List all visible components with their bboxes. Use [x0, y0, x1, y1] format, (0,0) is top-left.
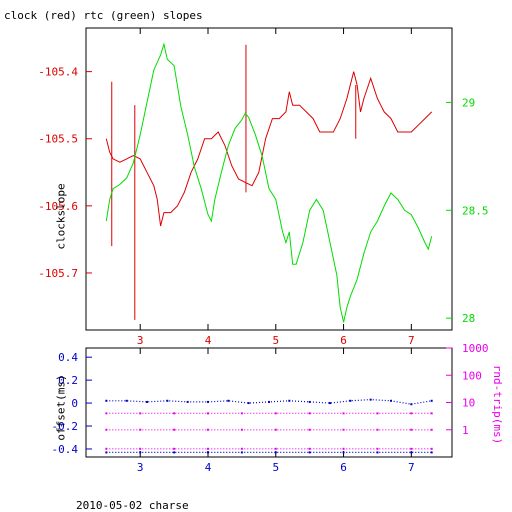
data-point-rnd-trip-mid	[139, 428, 142, 431]
data-point-offset	[166, 399, 169, 402]
data-point-offset-lower	[139, 451, 142, 454]
data-point-rnd-trip	[410, 412, 413, 415]
data-point-rnd-trip-mid	[410, 428, 413, 431]
data-point-rnd-trip-low	[376, 447, 379, 450]
data-point-offset	[186, 400, 189, 403]
bottom-y2-tick-label: 1	[462, 424, 469, 437]
series-line-rtc	[105, 42, 433, 323]
data-point-offset-lower	[430, 451, 433, 454]
series-line-clock	[105, 71, 433, 227]
data-point-rnd-trip-low	[207, 447, 209, 450]
top-x-tick-label: 7	[408, 334, 415, 347]
data-point-rnd-trip-low	[240, 447, 243, 450]
data-point-rnd-trip	[342, 412, 345, 415]
top-x-tick-label: 3	[137, 334, 144, 347]
data-point-rnd-trip	[430, 412, 433, 415]
data-point-rnd-trip	[105, 412, 108, 415]
data-point-offset-lower	[342, 451, 345, 454]
data-point-offset	[227, 399, 230, 402]
data-point-rnd-trip	[240, 412, 243, 415]
data-point-rnd-trip-low	[430, 447, 433, 450]
data-point-offset	[146, 400, 148, 403]
data-point-rnd-trip	[207, 412, 209, 415]
offset-plot: 3 4 5 6 7 0.4 0.2 0 -0.2 -0.4 1000 100 10 1	[52, 342, 489, 474]
bottom-y2-tick-label: 100	[462, 369, 482, 382]
top-y-axis-label: clockslope	[54, 183, 68, 250]
top-x-tick-label: 4	[205, 334, 212, 347]
data-point-rnd-trip-low	[173, 447, 176, 450]
bottom-x-tick-label: 6	[340, 461, 347, 474]
data-point-rnd-trip-mid	[207, 428, 209, 431]
top-y-tick-label: -105.6	[38, 200, 78, 213]
data-point-offset-lower	[274, 451, 277, 454]
bottom-y-tick-label: 0.2	[58, 374, 78, 387]
data-point-offset-lower	[308, 451, 311, 454]
data-point-offset-lower	[105, 451, 108, 454]
data-point-offset	[247, 402, 250, 405]
data-point-rnd-trip-low	[105, 447, 108, 450]
bottom-y2-tick-label: 1000	[462, 342, 489, 355]
top-y-tick-label: -105.4	[38, 66, 78, 79]
data-point-rnd-trip-mid	[342, 428, 345, 431]
data-point-rnd-trip-mid	[105, 428, 108, 431]
footer-text: 2010-05-02 charse	[76, 499, 189, 512]
chart-title: clock (red) rtc (green) slopes	[4, 9, 203, 22]
data-point-rnd-trip	[376, 412, 379, 415]
top-x-tick-label: 5	[272, 334, 279, 347]
bottom-y2-tick-label: 10	[462, 397, 475, 410]
bottom-x-tick-label: 4	[205, 461, 212, 474]
top-x-tick-label: 6	[340, 334, 347, 347]
data-point-rnd-trip-mid	[173, 428, 176, 431]
data-point-rnd-trip-mid	[240, 428, 243, 431]
data-point-offset	[369, 398, 372, 401]
bottom-y-axis-label: offset(ms)	[54, 374, 68, 441]
data-point-offset	[207, 400, 209, 403]
data-point-offset	[410, 403, 413, 406]
top-y2-tick-label: 28	[462, 312, 475, 325]
data-point-rnd-trip	[274, 412, 277, 415]
data-point-rnd-trip-mid	[274, 428, 277, 431]
bottom-y-tick-label: -0.4	[52, 443, 79, 456]
data-point-offset	[288, 399, 291, 402]
data-point-rnd-trip-mid	[376, 428, 379, 431]
data-point-rnd-trip	[139, 412, 142, 415]
top-y-tick-label: -105.5	[38, 133, 78, 146]
top-y2-tick-label: 28.5	[462, 204, 489, 217]
data-point-rnd-trip-low	[410, 447, 413, 450]
data-point-offset-lower	[207, 451, 209, 454]
bottom-x-tick-label: 7	[408, 461, 415, 474]
data-point-rnd-trip	[308, 412, 311, 415]
slopes-plot: 3 4 5 6 7 -105.4 -105.5 -105.6 -105.7 29 28.5 28	[38, 27, 489, 347]
bottom-x-tick-label: 3	[137, 461, 144, 474]
data-point-offset	[125, 399, 128, 402]
data-point-rnd-trip-low	[308, 447, 311, 450]
data-point-offset	[349, 399, 352, 402]
data-point-rnd-trip-low	[274, 447, 277, 450]
data-point-offset-lower	[376, 451, 379, 454]
bottom-y2-axis-label: rnd-trip(ms)	[491, 364, 505, 445]
data-point-offset-lower	[240, 451, 243, 454]
data-point-rnd-trip-mid	[430, 428, 433, 431]
bottom-y-tick-label: -0.2	[52, 420, 79, 433]
data-point-rnd-trip-mid	[308, 428, 311, 431]
data-point-offset	[430, 399, 433, 402]
top-y2-tick-label: 29	[462, 96, 475, 109]
data-point-offset	[390, 399, 392, 402]
top-y-tick-label: -105.7	[38, 267, 78, 280]
bottom-y-tick-label: 0	[71, 397, 78, 410]
bottom-x-tick-label: 5	[272, 461, 279, 474]
data-point-offset	[308, 400, 311, 403]
data-point-offset	[105, 399, 108, 402]
data-point-rnd-trip-low	[342, 447, 345, 450]
data-point-rnd-trip-low	[139, 447, 142, 450]
data-point-rnd-trip	[173, 412, 176, 415]
data-point-offset-lower	[173, 451, 176, 454]
top-plot-frame	[85, 27, 453, 331]
bottom-y-tick-label: 0.4	[58, 351, 78, 364]
data-point-offset	[329, 402, 331, 405]
data-point-offset	[268, 400, 270, 403]
data-point-offset-lower	[410, 451, 413, 454]
